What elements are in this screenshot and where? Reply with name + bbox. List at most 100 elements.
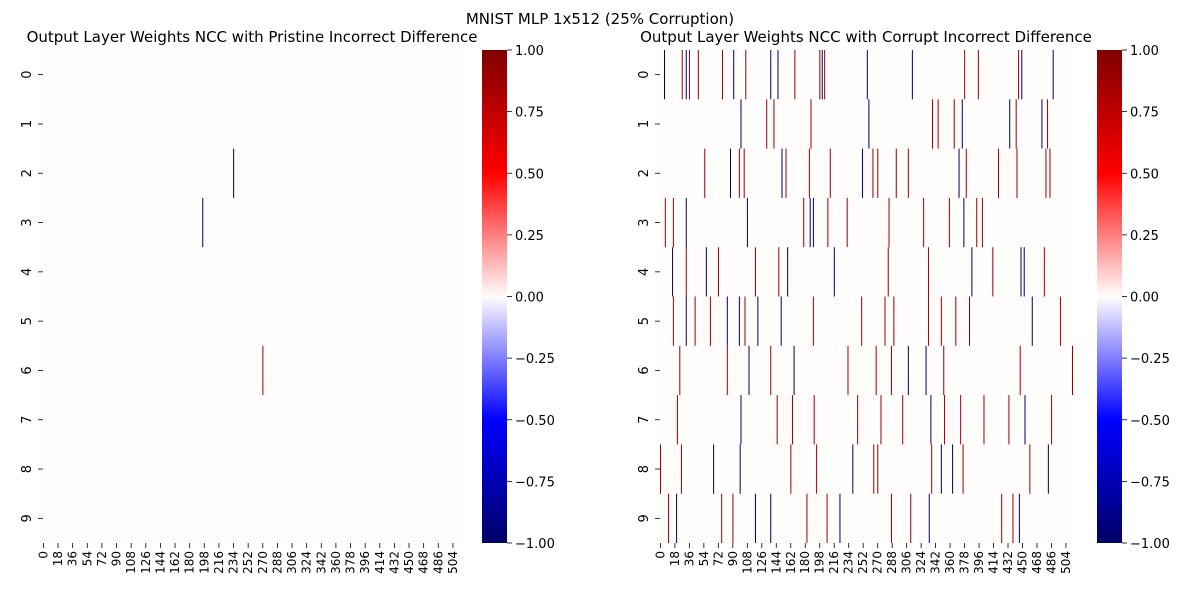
y-tick-label: 6 (637, 366, 652, 374)
heatmap-cell (721, 50, 723, 100)
heatmap-cell (1018, 493, 1020, 543)
colorbar-tick-label: −0.25 (515, 352, 555, 367)
heatmap-cell (803, 197, 805, 248)
x-tick-label: 306 (285, 551, 299, 574)
y-tick-label: 1 (637, 120, 652, 128)
x-tick-label: 450 (1016, 551, 1030, 574)
x-tick-label: 54 (697, 551, 711, 566)
heatmap-cell (1043, 247, 1045, 297)
colorbar-tick-label: 0.50 (1130, 167, 1159, 182)
heatmap-cell (1023, 247, 1025, 297)
heatmap-cell (948, 197, 950, 248)
heatmap-cell (668, 493, 670, 543)
colorbar-right-gradient (1097, 50, 1122, 543)
y-tick-label: 2 (20, 169, 35, 177)
heatmap-cell (697, 50, 699, 100)
heatmap-cell (944, 395, 946, 445)
x-tick-label: 108 (124, 551, 138, 574)
heatmap-cell (839, 493, 841, 543)
heatmap-cell (738, 296, 740, 346)
heatmap-cell (1047, 99, 1049, 149)
x-tick-label: 324 (914, 551, 928, 574)
heatmap-cell (1024, 395, 1026, 445)
heatmap-cell (781, 148, 783, 198)
heatmap-cell (790, 444, 792, 494)
x-tick-label: 36 (66, 551, 80, 566)
y-tick-label: 5 (20, 317, 35, 325)
heatmap-cell (880, 395, 882, 445)
x-tick-label: 234 (842, 551, 856, 574)
heatmap-cell (726, 345, 728, 396)
heatmap-cell (660, 444, 661, 494)
heatmap-cell (927, 296, 929, 346)
heatmap-cell (930, 395, 932, 445)
heatmap-cell (816, 444, 818, 494)
colorbar-right-ticks: 1.00 0.75 0.50 0.25 0.00 −0.25 −0.50 −0.75 −1.00 (1122, 44, 1170, 552)
x-tick-label: 324 (300, 551, 314, 574)
heatmap-cell (664, 197, 666, 248)
x-tick-label: 36 (682, 551, 696, 566)
heatmap-cell (963, 197, 965, 248)
heatmap-right-y-ticks: 0 1 2 3 4 5 6 7 8 9 (637, 71, 660, 522)
heatmap-cell (1047, 444, 1049, 494)
heatmap-cell (907, 148, 909, 198)
x-tick-label: 360 (943, 551, 957, 574)
heatmap-cell (819, 50, 821, 100)
heatmap-cell (971, 247, 973, 297)
heatmap-left: Output Layer Weights NCC with Pristine I… (20, 28, 555, 574)
colorbar-left: 1.00 0.75 0.50 0.25 0.00 −0.25 −0.50 −0.75 −1.00 (482, 44, 555, 552)
heatmap-cell (960, 395, 962, 445)
x-tick-label: 216 (827, 551, 841, 574)
heatmap-cell (726, 296, 728, 346)
heatmap-cell (705, 247, 707, 297)
heatmap-cell (776, 395, 778, 445)
heatmap-left-plot-area (43, 50, 459, 543)
heatmap-cell (808, 148, 810, 198)
x-tick-label: 234 (227, 551, 241, 574)
heatmap-cell (925, 345, 927, 396)
heatmap-cell (1059, 296, 1061, 346)
y-tick-label: 8 (20, 465, 35, 473)
x-tick-label: 180 (183, 551, 197, 574)
heatmap-cell (940, 296, 942, 346)
x-tick-label: 270 (256, 551, 270, 574)
colorbar-tick-label: 0.25 (1130, 229, 1159, 244)
heatmap-cell (827, 197, 829, 248)
heatmap-cell (812, 296, 814, 346)
heatmap-cell (770, 345, 772, 396)
heatmap-cell (890, 493, 892, 543)
heatmap-cell (685, 50, 687, 100)
y-tick-label: 5 (637, 317, 652, 325)
x-tick-label: 342 (929, 551, 943, 574)
heatmap-right-plot-area (660, 50, 1072, 543)
colorbar-tick-label: 0.00 (515, 291, 544, 306)
y-tick-label: 4 (20, 268, 35, 276)
heatmap-cell (806, 493, 808, 543)
heatmap-cell (787, 247, 789, 297)
heatmap-cell (877, 444, 879, 494)
heatmap-cell (983, 395, 985, 445)
heatmap-cell (740, 395, 742, 445)
colorbar-tick-label: 0.50 (515, 167, 544, 182)
y-tick-label: 0 (637, 71, 652, 79)
heatmap-cell (672, 197, 674, 248)
heatmap-cell (744, 296, 746, 346)
heatmap-cell (981, 197, 983, 248)
colorbar-left-ticks: 1.00 0.75 0.50 0.25 0.00 −0.25 −0.50 −0.75 −1.00 (507, 44, 555, 552)
heatmap-cell (931, 99, 933, 149)
heatmap-cell (895, 148, 897, 198)
heatmap-cell (794, 50, 796, 100)
heatmap-cell (884, 296, 886, 346)
heatmap-cell (740, 99, 742, 149)
heatmap-cell (911, 50, 913, 100)
colorbar-tick-label: −0.25 (1130, 352, 1170, 367)
heatmap-cell (940, 444, 942, 494)
heatmap-cell (785, 148, 787, 198)
heatmap-cell (866, 50, 868, 100)
heatmap-cell (743, 148, 745, 198)
heatmap-cell (262, 345, 264, 396)
heatmap-cell (953, 99, 955, 149)
heatmap-cell (1012, 493, 1014, 543)
heatmap-cell (969, 296, 970, 346)
